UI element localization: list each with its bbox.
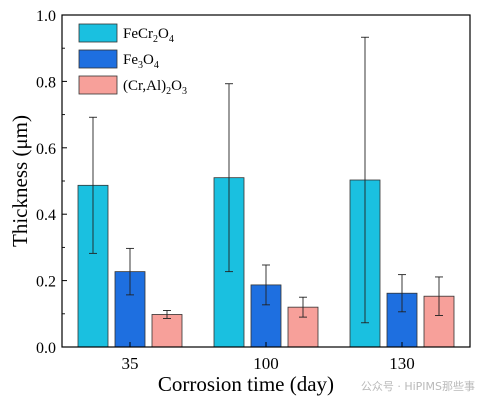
y-tick-label: 0.8 <box>36 74 56 91</box>
legend-swatch-(Cr,Al)2O3 <box>78 75 118 95</box>
y-tick-label: 0.6 <box>36 141 56 158</box>
y-tick-label: 0.4 <box>36 207 56 224</box>
x-axis-label: Corrosion time (day) <box>158 372 334 396</box>
bar-Fe3O4-130 <box>386 292 418 348</box>
legend-swatch-Fe3O4 <box>78 49 118 69</box>
legend-label-FeCr2O4: FeCr2O4 <box>123 26 174 45</box>
y-tick-label: 0.0 <box>36 340 56 357</box>
legend-label-(Cr,Al)2O3: (Cr,Al)2O3 <box>123 78 187 97</box>
watermark-text: 公众号 · HiPIMS那些事 <box>360 380 475 393</box>
x-tick-label: 130 <box>389 354 415 373</box>
x-tick-label: 100 <box>253 354 279 373</box>
legend-swatch-FeCr2O4 <box>78 23 118 43</box>
y-tick-label: 0.2 <box>36 274 56 291</box>
legend-label-Fe3O4: Fe3O4 <box>123 52 159 71</box>
y-axis-label: Thickness (μm) <box>8 115 32 247</box>
y-tick-label: 1.0 <box>36 8 56 25</box>
bar-(Cr,Al)2O3-35 <box>151 314 183 348</box>
x-tick-label: 35 <box>122 354 139 373</box>
